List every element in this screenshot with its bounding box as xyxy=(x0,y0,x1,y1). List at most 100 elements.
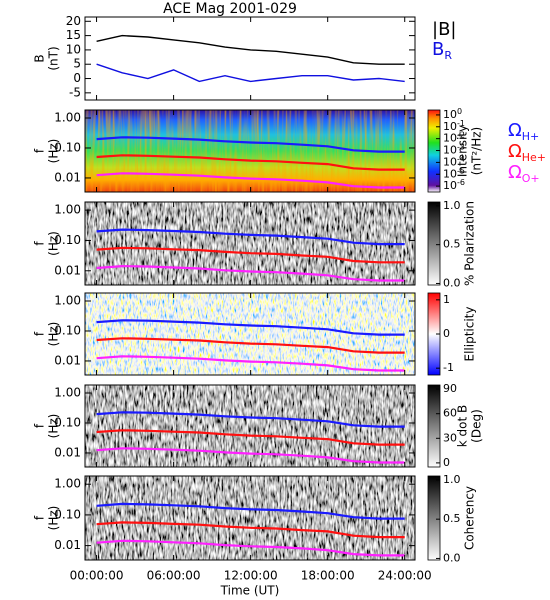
colorbar-tick-exponent: -4 xyxy=(457,154,465,163)
plot-frame xyxy=(84,384,416,468)
colorbar-label: Intensity xyxy=(456,125,470,177)
x-axis-label: Time (UT) xyxy=(220,584,280,598)
colorbar-tick-label: 1.0 xyxy=(443,199,461,212)
y-tick-label: 1.00 xyxy=(54,477,81,491)
series-line xyxy=(96,337,405,354)
series-line xyxy=(96,154,405,171)
y-tick-label: 15 xyxy=(66,28,81,42)
plot-frame xyxy=(84,475,416,561)
y-tick-label: 0.01 xyxy=(54,170,81,184)
legend-label: ΩO+ xyxy=(508,162,540,185)
colorbar-label: (nT²/Hz) xyxy=(470,127,484,175)
y-tick-label: 0.10 xyxy=(54,233,81,247)
y-axis-label: f xyxy=(33,515,47,520)
colorbar-tick-exponent: -2 xyxy=(457,130,465,139)
y-tick-label: 10 xyxy=(66,42,81,56)
colorbar-tick-label: 60 xyxy=(443,407,457,420)
series-line xyxy=(96,447,405,464)
y-axis-label: f xyxy=(33,331,47,336)
colorbar-tick-exponent: 0 xyxy=(457,106,462,115)
colorbar-tick-label: -1 xyxy=(443,361,454,374)
series-line xyxy=(96,355,405,372)
y-tick-label: 0.10 xyxy=(54,140,81,154)
y-tick-label: 20 xyxy=(66,14,81,28)
plot-frame xyxy=(84,16,416,101)
colorbar xyxy=(427,475,441,561)
colorbar-tick-label: 0.0 xyxy=(443,276,461,289)
y-tick-label: 1.00 xyxy=(54,294,81,308)
y-tick-label: 1.00 xyxy=(54,386,81,400)
y-axis-label: (nT) xyxy=(47,46,61,70)
colorbar-tick-label: 1.0 xyxy=(443,473,461,486)
colorbar-label: (Deg) xyxy=(470,409,484,443)
y-tick-label: 0.01 xyxy=(54,445,81,459)
series-line xyxy=(96,429,405,446)
colorbar-tick-exponent: -3 xyxy=(457,142,465,151)
y-tick-label: 0.01 xyxy=(54,263,81,277)
legend-label: ΩH+ xyxy=(508,120,539,143)
colorbar-tick-label: 0 xyxy=(443,327,450,340)
series-line xyxy=(96,539,405,557)
x-tick-label: 06:00:00 xyxy=(147,569,201,583)
y-tick-label: 0.10 xyxy=(54,323,81,337)
colorbar-tick-label: 0.0 xyxy=(443,551,461,564)
series-line xyxy=(96,502,405,520)
series-line xyxy=(96,411,405,428)
y-tick-label: 1.00 xyxy=(54,203,81,217)
y-tick-label: -5 xyxy=(69,85,81,99)
y-tick-label: 0.10 xyxy=(54,507,81,521)
y-axis-label: f xyxy=(33,423,47,428)
legend-subscript: R xyxy=(444,49,452,62)
x-tick-label: 12:00:00 xyxy=(224,569,278,583)
series-line xyxy=(96,521,405,539)
colorbar-tick-label: 0.5 xyxy=(443,512,461,525)
y-axis-label: f xyxy=(33,148,47,153)
y-axis-label: f xyxy=(33,241,47,246)
colorbar-tick-label: 10-6 xyxy=(443,178,465,193)
colorbar-tick-exponent: -6 xyxy=(457,178,465,187)
plot-frame xyxy=(84,109,416,193)
plot-frame xyxy=(84,292,416,376)
y-axis-label: (Hz) xyxy=(47,506,61,531)
series-line xyxy=(96,63,405,83)
legend-label: |B| xyxy=(432,19,456,40)
legend-subscript: He+ xyxy=(522,151,546,164)
colorbar xyxy=(427,201,441,286)
y-tick-label: 1.00 xyxy=(54,111,81,125)
colorbar-tick-label: 30 xyxy=(443,431,457,444)
colorbar-tick-label: 90 xyxy=(443,382,457,395)
series-line xyxy=(96,264,405,282)
x-tick-label: 24:00:00 xyxy=(378,569,432,583)
series-line xyxy=(96,319,405,336)
y-axis-label: B xyxy=(33,54,47,62)
legend-label: ΩHe+ xyxy=(508,141,546,164)
series-line xyxy=(96,228,405,246)
series-line xyxy=(96,34,405,65)
y-axis-label: (Hz) xyxy=(47,231,61,256)
colorbar-tick-label: 1 xyxy=(443,293,450,306)
y-tick-label: 0 xyxy=(73,71,81,85)
colorbar-label: % Polarization xyxy=(463,201,477,286)
legend-subscript: H+ xyxy=(522,130,540,143)
x-tick-label: 18:00:00 xyxy=(301,569,355,583)
legend-label: BR xyxy=(432,39,452,62)
legend-subscript: O+ xyxy=(522,172,540,185)
colorbar-label: k dot B xyxy=(456,405,470,447)
y-tick-label: 0.01 xyxy=(54,353,81,367)
plot-frame xyxy=(84,201,416,286)
series-line xyxy=(96,136,405,153)
colorbar-tick-label: 0 xyxy=(443,456,450,469)
colorbar-tick-exponent: -1 xyxy=(457,118,465,127)
y-axis-label: (Hz) xyxy=(47,322,61,347)
series-line xyxy=(96,172,405,189)
y-axis-label: (Hz) xyxy=(47,139,61,164)
series-line xyxy=(96,246,405,264)
y-tick-label: 0.10 xyxy=(54,415,81,429)
x-tick-label: 00:00:00 xyxy=(70,569,124,583)
y-axis-label: (Hz) xyxy=(47,414,61,439)
y-tick-label: 5 xyxy=(73,57,81,71)
chart-title: ACE Mag 2001-029 xyxy=(163,1,297,17)
colorbar-tick-exponent: -5 xyxy=(457,166,465,175)
y-tick-label: 0.01 xyxy=(54,538,81,552)
